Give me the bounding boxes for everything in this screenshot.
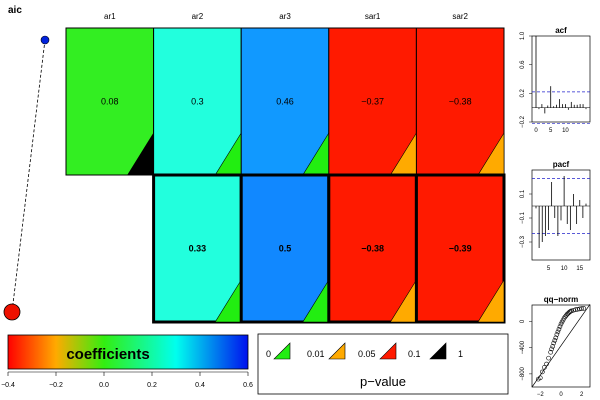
coefficient-label: 0.5 [279, 244, 292, 254]
coefficient-cell [327, 173, 418, 324]
colorbar-tick-label: −0.2 [49, 382, 63, 389]
y-tick-label: −400 [520, 340, 526, 354]
y-tick-label: −800 [520, 366, 526, 380]
plot-title: acf [555, 26, 567, 35]
qq-point [555, 329, 561, 335]
pvalue-triangle [477, 278, 505, 323]
coefficient-label: 0.33 [189, 244, 207, 254]
x-tick-label: 15 [576, 266, 583, 272]
colorbar-tick-label: −0.4 [1, 382, 15, 389]
pvalue-break-label: 0.1 [408, 349, 421, 359]
y-tick-label: −0.2 [520, 115, 526, 128]
chart-title: aic [8, 5, 22, 16]
coefficient-grid: 0.08 0.3 0.46 −0.37 −0.38 0.33 0.5 −0.38 −0.39 [65, 27, 506, 324]
colorbar-rect [7, 334, 249, 370]
x-tick-label: 2 [580, 392, 584, 398]
x-tick-label: 0 [559, 392, 563, 398]
coefficient-cell [415, 27, 505, 176]
qq-point [553, 335, 559, 341]
x-tick-label: 5 [547, 266, 551, 272]
x-tick-label: −2 [537, 392, 545, 398]
y-tick-label: 0.1 [520, 189, 526, 198]
y-tick-label: −0.3 [520, 235, 526, 248]
x-tick-label: 0 [534, 128, 538, 134]
pvalue-legend-swatch [273, 342, 291, 360]
y-tick-label: 0.6 [520, 60, 526, 69]
qq-point [537, 375, 543, 381]
pvalue-legend-title: p−value [360, 374, 406, 389]
column-label: ar2 [192, 12, 204, 21]
y-tick-label: 0.2 [520, 89, 526, 98]
column-labels: ar1 ar2 ar3 sar1 sar2 [104, 12, 469, 21]
x-tick-label: 10 [562, 128, 569, 134]
qq-point [548, 349, 553, 355]
qq-point [571, 307, 576, 313]
plot-title: pacf [553, 160, 570, 169]
qq-point [540, 369, 545, 375]
colorbar-title: coefficients [66, 346, 149, 363]
pvalue-break-label: 0.05 [358, 349, 376, 359]
column-label: ar3 [279, 12, 291, 21]
column-label: sar1 [365, 12, 381, 21]
column-label: ar1 [104, 12, 116, 21]
y-tick-label: 1.0 [520, 31, 526, 40]
coefficient-label: 0.3 [191, 97, 204, 107]
pvalue-legend: 0 0.01 0.05 0.1 1 p−value [257, 333, 509, 395]
qq-point [554, 332, 560, 337]
coefficient-label: −0.37 [361, 97, 384, 107]
qq-point [544, 361, 549, 367]
aic-marker-large [3, 303, 21, 321]
aic-marker-small [40, 35, 50, 45]
qq-point [550, 344, 556, 349]
plot-frame [531, 35, 591, 123]
qq-point [569, 308, 574, 314]
pvalue-break-label: 0 [266, 349, 271, 359]
coefficient-label: −0.38 [361, 244, 384, 254]
x-tick-label: 10 [561, 266, 568, 272]
pvalue-break-label: 1 [458, 349, 463, 359]
qq-point [568, 309, 573, 314]
qq-point [556, 326, 562, 332]
qq-norm-plot: qq−norm 0 −400 −800 −2 0 2 [520, 295, 591, 398]
qq-point [549, 346, 554, 352]
pvalue-legend-swatch [379, 342, 397, 360]
colorbar-tick-label: 0.4 [195, 382, 205, 389]
acf-plot: acf 1.0 0.6 0.2 −0.2 0 5 10 [520, 26, 591, 134]
coefficient-cell [152, 173, 243, 324]
qq-point [546, 355, 551, 361]
y-tick-label: −0.1 [520, 211, 526, 224]
colorbar-tick-label: 0.6 [243, 382, 253, 389]
pvalue-legend-box [257, 333, 509, 395]
coefficient-cell [328, 27, 417, 176]
qq-point [557, 324, 563, 329]
coefficient-label: 0.46 [276, 97, 294, 107]
qq-point [581, 306, 587, 311]
colorbar-tick-label: 0.0 [99, 382, 109, 389]
aic-panel [3, 35, 50, 321]
y-tick-label: 0 [520, 319, 526, 323]
pvalue-legend-swatch [328, 342, 346, 360]
x-tick-label: 5 [549, 128, 553, 134]
coefficient-label: −0.39 [449, 244, 472, 254]
plot-title: qq−norm [544, 295, 578, 304]
pvalue-break-label: 0.01 [307, 349, 325, 359]
coefficient-label: 0.08 [101, 97, 119, 107]
reference-line [531, 304, 591, 388]
coefficient-cell [414, 173, 506, 324]
qq-point [542, 365, 547, 370]
coefficient-colorbar: coefficients −0.4 −0.2 0.0 0.2 0.4 0.6 [1, 334, 253, 389]
qq-point [551, 340, 557, 346]
coefficient-cell [239, 173, 331, 324]
pacf-plot: pacf 0.1 −0.1 −0.3 5 10 15 [520, 160, 591, 272]
column-label: sar2 [452, 12, 468, 21]
pvalue-legend-swatch [429, 342, 447, 360]
qq-point [579, 306, 585, 311]
colorbar-tick-label: 0.2 [147, 382, 157, 389]
coefficient-cell [65, 27, 155, 176]
qq-point [552, 338, 558, 343]
aic-connector-line [11, 39, 46, 313]
coefficient-label: −0.38 [449, 97, 472, 107]
